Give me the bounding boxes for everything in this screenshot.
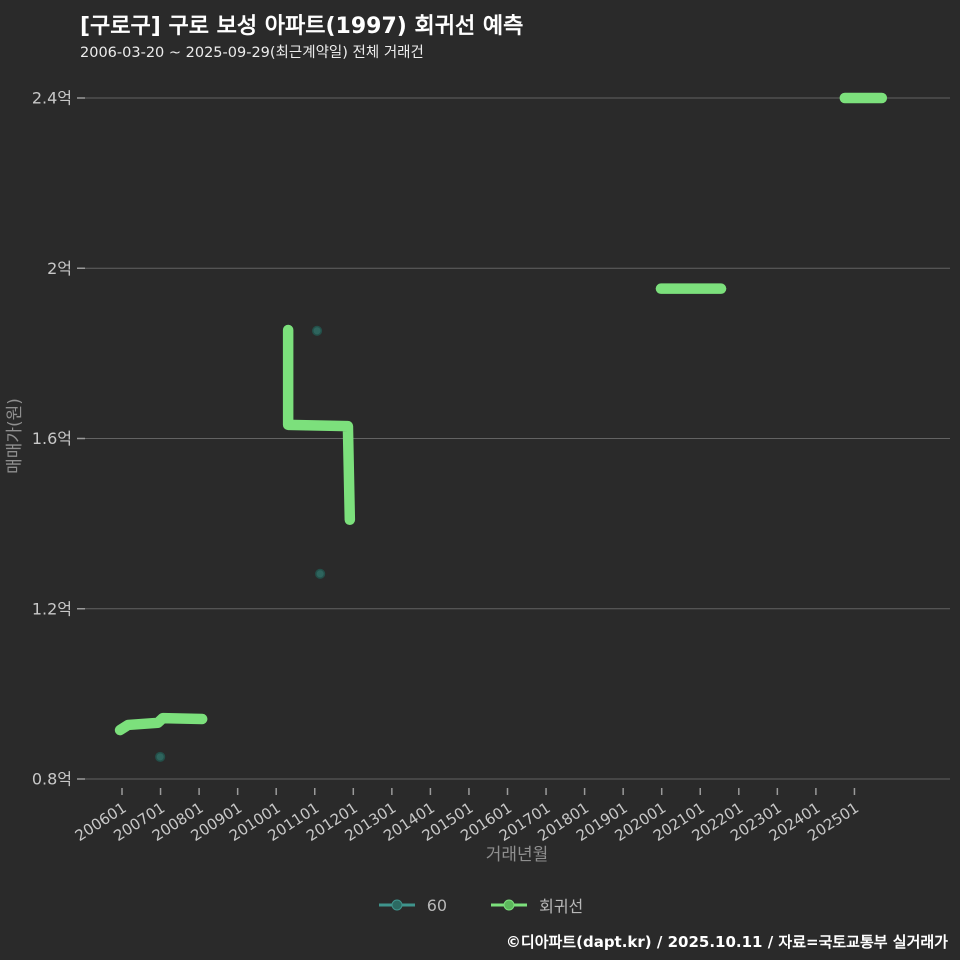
tick-labels: 0.8억1.2억1.6억2억2.4억2006012007012008012009… <box>32 89 862 845</box>
gridlines <box>85 97 950 780</box>
y-tick-label: 2억 <box>47 259 72 278</box>
chart-subtitle: 2006-03-20 ~ 2025-09-29(최근계약일) 전체 거래건 <box>80 45 424 61</box>
y-tick-label: 0.8억 <box>32 770 72 789</box>
legend-item-regression: 회귀선 <box>489 893 583 917</box>
regression-line-series <box>114 92 888 736</box>
legend-marker-60-icon <box>378 899 415 911</box>
y-tick-label: 1.2억 <box>32 599 72 618</box>
regression-segment <box>282 324 356 526</box>
axis-ticks <box>77 97 856 795</box>
legend-marker-regression-icon <box>491 899 528 911</box>
regression-segment <box>114 712 208 736</box>
y-axis-title: 매매가(원) <box>5 398 25 474</box>
x-axis-title: 거래년월 <box>486 845 549 865</box>
scatter-point <box>312 325 323 336</box>
scatter-point <box>315 568 326 579</box>
y-tick-label: 2.4억 <box>32 89 72 108</box>
legend-item-60: 60 <box>377 896 447 915</box>
legend: 60 회귀선 <box>0 893 960 917</box>
footer-credit: ©디아파트(dapt.kr) / 2025.10.11 / 자료=국토교통부 실… <box>505 933 948 951</box>
scatter-point <box>155 751 166 762</box>
y-tick-label: 1.6억 <box>32 429 72 448</box>
chart-title: [구로구] 구로 보성 아파트(1997) 회귀선 예측 <box>80 14 524 39</box>
legend-label-60: 60 <box>426 895 448 915</box>
scatter-series-60 <box>155 325 326 762</box>
legend-label-regression: 회귀선 <box>539 897 584 916</box>
